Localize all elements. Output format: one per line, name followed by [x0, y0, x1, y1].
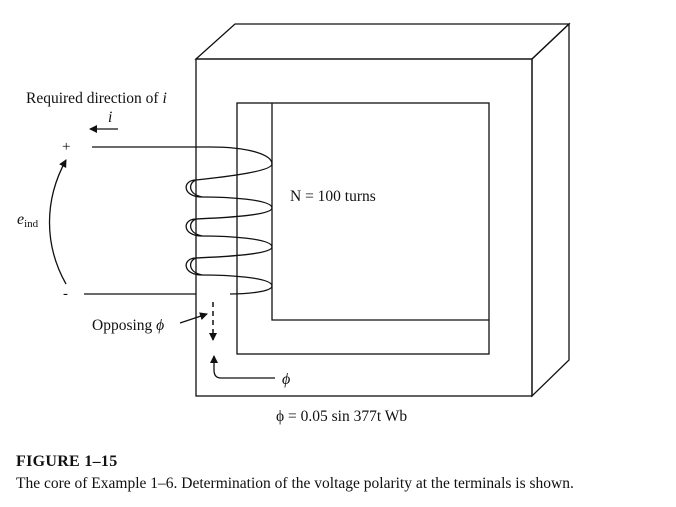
- core-right-face: [531, 22, 570, 398]
- required-direction-label: Required direction of i: [26, 90, 167, 107]
- flux-path-arrow: [210, 355, 275, 379]
- opposing-flux-label: Opposing ϕ: [92, 317, 164, 334]
- turns-label: N = 100 turns: [290, 188, 376, 205]
- current-symbol: i: [108, 109, 112, 126]
- core-front-outer: [195, 58, 533, 397]
- flux-symbol: ϕ: [282, 371, 290, 388]
- core-top-face: [194, 23, 571, 60]
- emf-label: eind: [17, 211, 39, 230]
- magnetic-core: [194, 22, 571, 398]
- figure-caption-title: FIGURE 1–15: [16, 453, 118, 470]
- coil-winding: [84, 146, 273, 295]
- core-window-front: [236, 102, 490, 355]
- figure-caption-text: The core of Example 1–6. Determination o…: [16, 475, 574, 492]
- minus-terminal: -: [63, 286, 68, 302]
- plus-terminal: +: [62, 139, 70, 155]
- opposing-pointer: [179, 312, 208, 324]
- coil-turns: [185, 179, 273, 295]
- coil-top-lead: [92, 146, 273, 181]
- emf-arrow: [48, 159, 67, 285]
- core-window-depth: [271, 103, 489, 321]
- coil-front-arcs: [190, 179, 203, 276]
- flux-equation: ϕ = 0.05 sin 377t Wb: [276, 408, 407, 425]
